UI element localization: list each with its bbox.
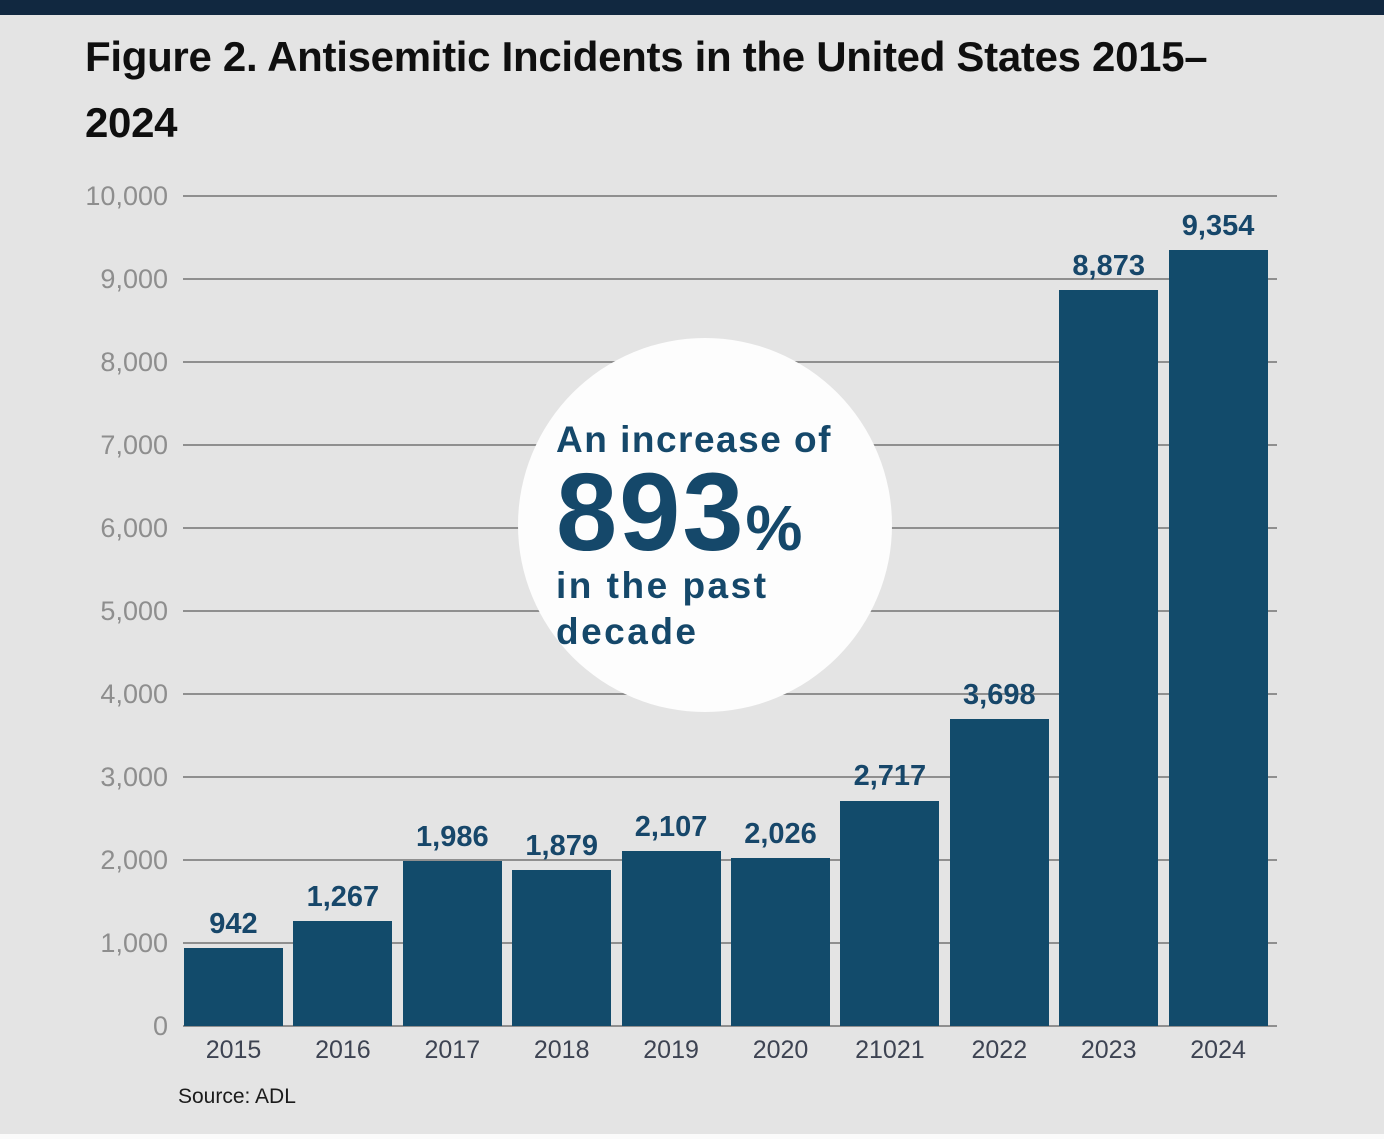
bar-value-label: 1,986 xyxy=(416,821,489,854)
percent-sign: % xyxy=(745,492,803,564)
gridline xyxy=(183,195,1277,197)
bar-21021 xyxy=(840,800,940,1026)
y-tick-label: 7,000 xyxy=(100,430,168,460)
x-tick-label: 2015 xyxy=(205,1036,262,1064)
x-tick-label: 2017 xyxy=(424,1036,481,1064)
bar-value-label: 3,698 xyxy=(963,679,1036,712)
x-tick-label: 2016 xyxy=(315,1036,371,1064)
y-tick-label: 1,000 xyxy=(100,928,168,958)
source-note: Source: ADL xyxy=(178,1085,296,1108)
top-accent-band xyxy=(0,0,1384,15)
annotation-line4: decade xyxy=(556,611,699,653)
y-tick-label: 3,000 xyxy=(100,762,168,792)
gridline xyxy=(183,1025,1277,1027)
gridline xyxy=(183,942,1277,944)
gridline xyxy=(183,859,1277,861)
bottom-edge-strip xyxy=(0,1134,1384,1139)
bar-value-label: 2,107 xyxy=(634,811,708,844)
bar-value-label: 2,026 xyxy=(744,817,817,850)
gridline xyxy=(183,776,1277,778)
y-tick-label: 0 xyxy=(152,1011,168,1041)
y-tick-label: 10,000 xyxy=(85,181,168,211)
bar-value-label: 942 xyxy=(209,907,258,940)
bar-value-label: 2,717 xyxy=(853,760,927,793)
bar-2023 xyxy=(1059,289,1159,1026)
y-tick-label: 4,000 xyxy=(100,679,168,709)
annotation-number: 893 xyxy=(556,451,746,574)
y-tick-label: 8,000 xyxy=(100,347,168,377)
bar-2017 xyxy=(402,861,502,1026)
annotation-line1: An increase of xyxy=(556,419,832,460)
plot-area: 0 1,000 2,000 3,000 4,000 5,000 6,000 7,000 8,00… xyxy=(85,183,1277,1063)
bar-value-label: 9,354 xyxy=(1181,209,1255,242)
y-tick-label: 2,000 xyxy=(100,845,168,875)
figure-title: Figure 2. Antisemitic Incidents in the U… xyxy=(85,33,1208,146)
annotation-circle: An increase of 893% in the past decade xyxy=(518,338,892,712)
bar-2020 xyxy=(731,857,830,1026)
y-tick-label: 6,000 xyxy=(100,513,168,543)
y-tick-label: 9,000 xyxy=(100,264,168,294)
x-tick-label: 2022 xyxy=(971,1036,1028,1064)
bar-2018 xyxy=(512,870,612,1026)
x-tick-label: 2020 xyxy=(752,1036,809,1064)
bar-2015 xyxy=(184,947,283,1026)
annotation-big-number: 893% xyxy=(556,458,892,568)
bar-2022 xyxy=(949,719,1049,1026)
bar-2019 xyxy=(621,851,721,1026)
x-tick-label: 2024 xyxy=(1190,1036,1246,1064)
x-tick-label: 2023 xyxy=(1080,1036,1137,1064)
bar-2016 xyxy=(293,920,393,1026)
annotation-line3: in the past xyxy=(556,565,769,607)
y-tick-label: 5,000 xyxy=(100,596,168,626)
bar-value-label: 8,873 xyxy=(1072,249,1145,282)
gridline xyxy=(183,278,1277,280)
bar-value-label: 1,879 xyxy=(525,830,598,863)
x-tick-label: 2019 xyxy=(643,1036,699,1064)
bar-2024 xyxy=(1168,249,1268,1026)
x-tick-label: 21021 xyxy=(855,1036,925,1064)
bar-value-label: 1,267 xyxy=(306,880,380,913)
x-tick-label: 2018 xyxy=(533,1036,590,1064)
